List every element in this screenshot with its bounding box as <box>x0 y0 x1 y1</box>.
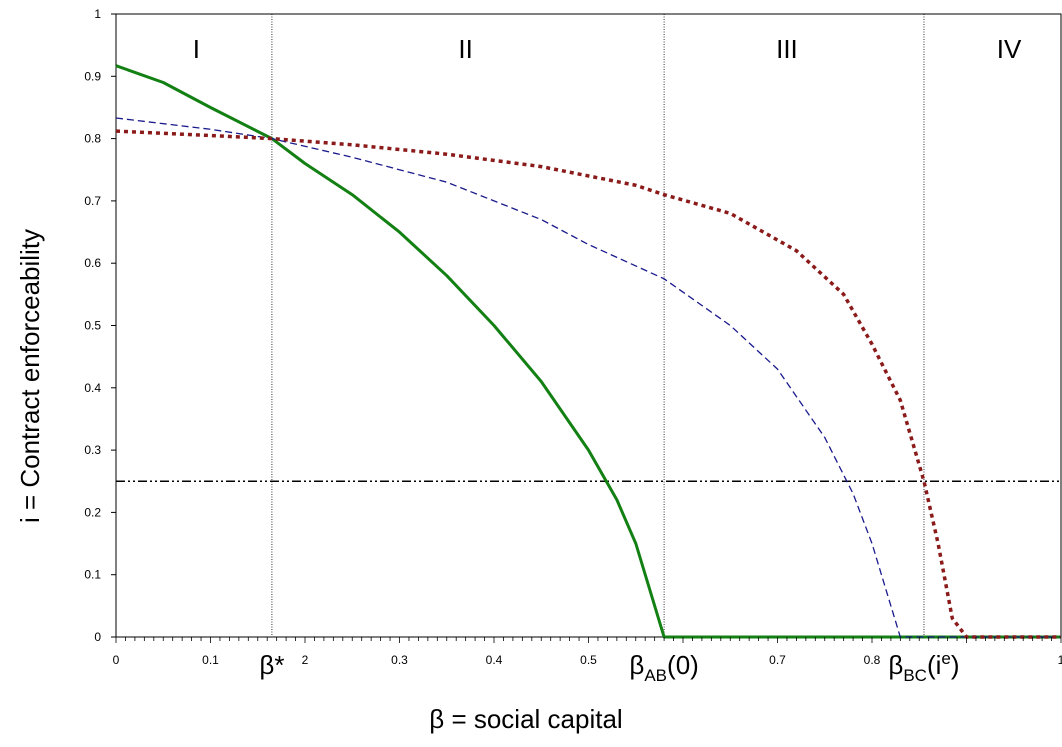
y-tick-label: 0.3 <box>84 443 101 457</box>
series-line-solid <box>115 64 1061 639</box>
y-tick-label: 0.8 <box>84 132 101 146</box>
y-tick-label: 0.7 <box>84 194 101 208</box>
y-tick-label: 0.6 <box>84 256 101 270</box>
x-tick-label: 0.7 <box>769 653 786 667</box>
region-label-iv: IV <box>997 34 1022 64</box>
series-line-dotted <box>115 129 1061 639</box>
y-tick-label: 1 <box>94 7 101 21</box>
x-axis-title: β = social capital <box>429 704 622 734</box>
y-tick-label: 0.5 <box>84 319 101 333</box>
x-tick-label: 0.8 <box>864 653 881 667</box>
plot-frame <box>115 13 1062 638</box>
x-tick-label: 0 <box>113 653 120 667</box>
x-marker-label-1: β* <box>259 650 284 680</box>
x-tick-label: 2 <box>302 653 309 667</box>
labels: 0 0.1 0.2 0.3 0.4 0.5 0.6 0.7 0.8 0.9 1 0 0.1 2 0.3 0.4… <box>84 7 1062 685</box>
y-axis-title: i = Contract enforceability <box>15 229 45 523</box>
region-label-iii: III <box>776 34 798 64</box>
x-tick-label: 0.3 <box>391 653 408 667</box>
x-marker-label-3: βBC(ie) <box>888 649 959 685</box>
y-tick-label: 0.1 <box>84 568 101 582</box>
x-tick-label: 0.1 <box>202 653 219 667</box>
region-label-ii: II <box>458 34 472 64</box>
region-label-i: I <box>193 34 200 64</box>
y-tick-label: 0.4 <box>84 381 101 395</box>
x-tick-label: 1 <box>1058 653 1062 667</box>
y-tick-label: 0.2 <box>84 505 101 519</box>
y-tick-label: 0.9 <box>84 69 101 83</box>
reference-lines <box>116 14 1061 637</box>
plot-area-border <box>115 13 1062 638</box>
y-tick-label: 0 <box>94 630 101 644</box>
series-line-dashed <box>115 117 1061 638</box>
x-tick-label: 0.4 <box>486 653 503 667</box>
series-lines <box>115 64 1061 639</box>
axis-ticks <box>111 13 1062 643</box>
x-tick-label: 0.5 <box>580 653 597 667</box>
x-marker-label-2: βAB(0) <box>629 650 698 685</box>
